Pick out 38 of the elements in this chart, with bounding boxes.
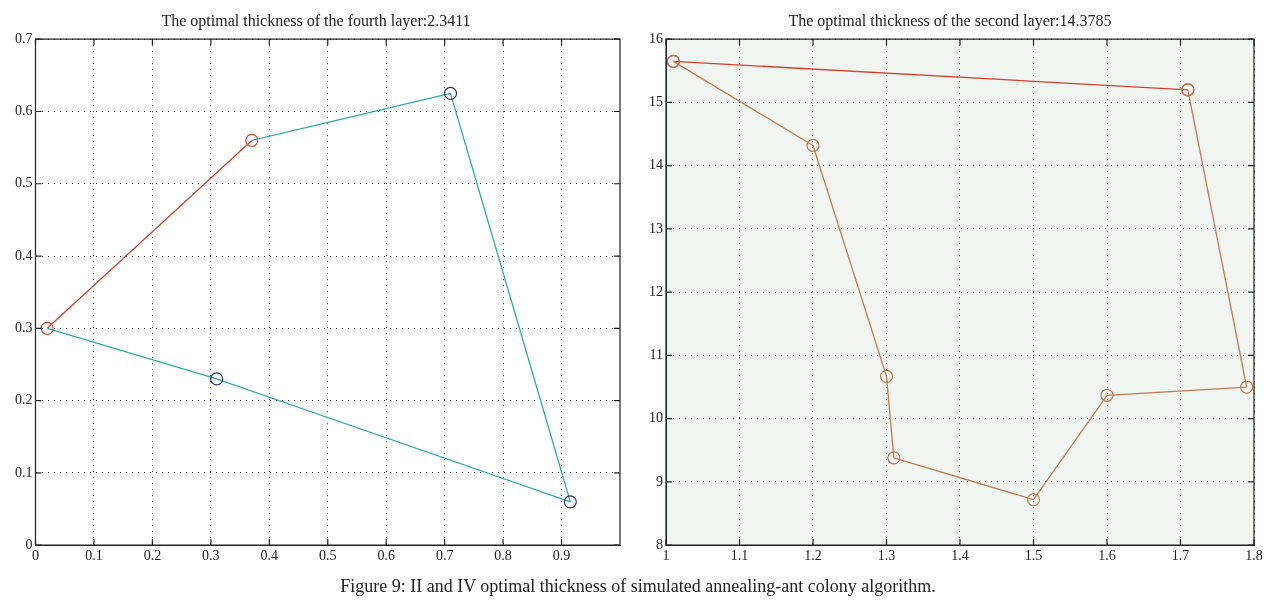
y-tick-label: 0.6 xyxy=(15,103,33,119)
y-tick-label: 0.2 xyxy=(15,392,33,408)
x-tick-label: 1.8 xyxy=(1245,548,1263,564)
x-tick-label: 1.5 xyxy=(1024,548,1043,564)
y-tick-label: 12 xyxy=(649,283,663,299)
x-tick-label: 1.2 xyxy=(804,548,822,564)
chart-title: The optimal thickness of the fourth layer:2.3411 xyxy=(161,11,471,30)
x-tick-label: 0.8 xyxy=(494,548,512,564)
x-tick-label: 1.6 xyxy=(1098,548,1116,564)
y-tick-label: 11 xyxy=(649,347,663,363)
caption: Figure 9: II and IV optimal thickness of simulated annealing-ant colony algorithm. xyxy=(339,576,937,597)
y-tick-label: 14 xyxy=(649,157,663,173)
y-tick-label: 13 xyxy=(649,220,663,236)
x-tick-label: 0.6 xyxy=(377,548,395,564)
y-tick-label: 16 xyxy=(649,30,663,46)
x-tick-label: 0.7 xyxy=(435,548,454,564)
y-tick-label: 15 xyxy=(649,94,663,110)
x-tick-label: 1.1 xyxy=(730,548,749,564)
x-tick-label: 0.2 xyxy=(143,548,162,564)
x-tick-label: 0.9 xyxy=(552,548,571,564)
x-tick-label: 0.5 xyxy=(319,548,337,564)
x-tick-label: 1.7 xyxy=(1171,548,1190,564)
chart-title: The optimal thickness of the second layer:14.3785 xyxy=(788,11,1112,30)
y-tick-label: 0.1 xyxy=(15,464,33,480)
x-tick-label: 0.4 xyxy=(260,548,279,564)
y-tick-label: 0.7 xyxy=(15,30,33,46)
x-tick-label: 0.1 xyxy=(85,548,103,564)
y-tick-label: 0.4 xyxy=(15,247,33,263)
y-tick-label: 0.5 xyxy=(15,175,33,191)
y-tick-label: 10 xyxy=(649,410,663,426)
x-tick-label: 0.3 xyxy=(202,548,220,564)
y-tick-label: 0.3 xyxy=(15,320,33,336)
x-tick-label: 1.3 xyxy=(877,548,896,564)
y-tick-label: 8 xyxy=(656,536,663,552)
y-tick-label: 9 xyxy=(656,473,663,489)
x-tick-label: 1 xyxy=(662,548,670,564)
y-tick-label: 0 xyxy=(25,536,33,552)
x-tick-label: 1.4 xyxy=(951,548,969,564)
